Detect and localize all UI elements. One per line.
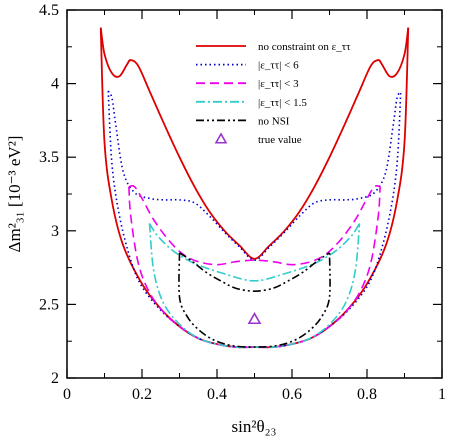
y-tick-label: 2 xyxy=(51,370,59,387)
series-curves xyxy=(99,27,410,349)
tick-labels: 0 0.2 0.4 0.6 0.8 1 2 2.5 3 3.5 4 4.5 xyxy=(39,2,446,403)
x-axis-label: sin²θ₂₃ xyxy=(232,417,277,436)
series-1-lower-line xyxy=(107,90,402,349)
y-tick-label: 4 xyxy=(51,76,59,93)
legend-label-2: |ε_ττ| < 3 xyxy=(258,78,299,90)
marker-true-value xyxy=(247,312,262,325)
legend: no constraint on ε_ττ |ε_ττ| < 6 |ε_ττ| < … xyxy=(196,41,351,146)
y-tick-label: 4.5 xyxy=(39,2,59,19)
x-tick-label: 0.8 xyxy=(357,386,377,403)
x-tick-label: 0.4 xyxy=(207,386,227,403)
y-tick-label: 3 xyxy=(51,223,59,240)
markers xyxy=(247,312,262,325)
x-tick-label: 1 xyxy=(438,386,446,403)
x-tick-label: 0 xyxy=(63,386,71,403)
legend-label-3: |ε_ττ| < 1.5 xyxy=(258,97,307,109)
series-0-upper-line xyxy=(99,27,410,260)
series-1-upper-line xyxy=(107,90,402,262)
x-tick-label: 0.6 xyxy=(282,386,302,403)
legend-label-4: no NSI xyxy=(258,115,290,127)
y-tick-label: 2.5 xyxy=(39,296,59,313)
legend-label-1: |ε_ττ| < 6 xyxy=(258,60,299,72)
series-4-lower-line xyxy=(178,252,331,348)
legend-label-0: no constraint on ε_ττ xyxy=(258,41,351,53)
x-tick-label: 0.2 xyxy=(132,386,152,403)
plot-frame xyxy=(66,9,443,379)
legend-marker-5 xyxy=(214,132,228,144)
legend-label-5: true value xyxy=(258,134,302,146)
series-3-upper-line xyxy=(148,223,361,282)
y-axis-label: Δm²₃₁ [10⁻³ eV²] xyxy=(5,136,24,253)
series-2-upper-line xyxy=(128,184,381,266)
y-tick-label: 3.5 xyxy=(39,149,59,166)
series-4-upper-line xyxy=(179,252,330,292)
